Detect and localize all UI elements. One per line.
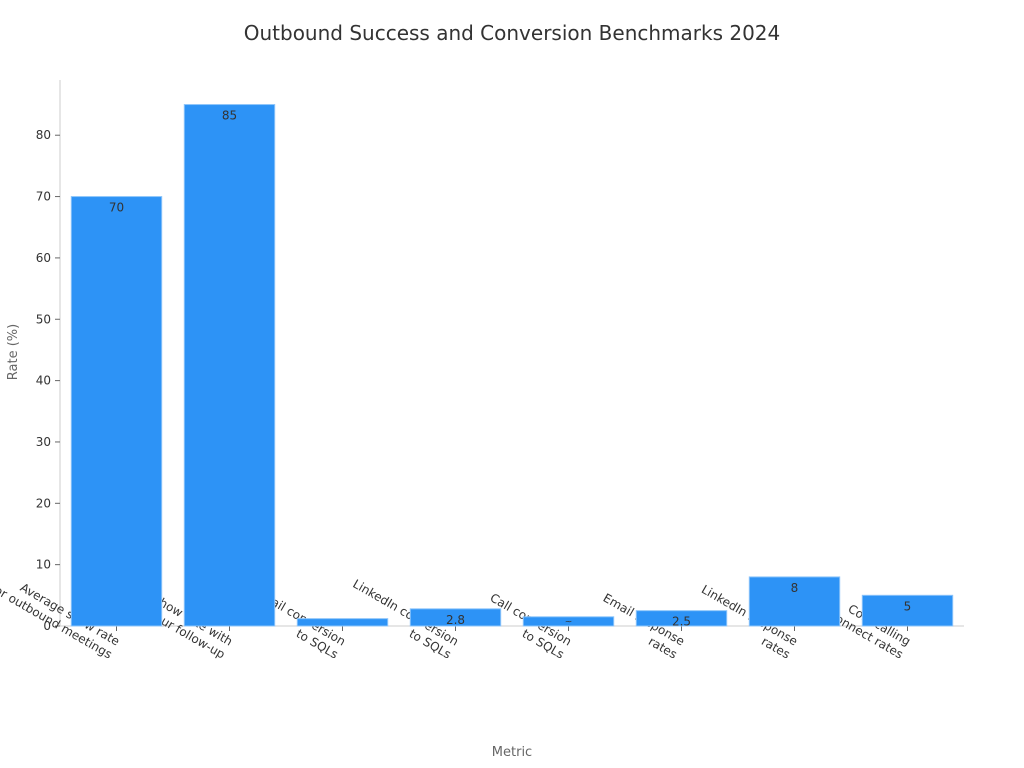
bars [70,104,954,627]
y-tick-label: 80 [36,128,51,142]
bar [183,104,276,627]
y-tick-label: 50 [36,312,51,326]
y-tick-label: 20 [36,496,51,510]
bar [409,608,502,627]
y-tick-label: 60 [36,251,51,265]
value-label: 2.8 [446,613,465,627]
chart-title: Outbound Success and Conversion Benchmar… [244,21,781,45]
bar [635,610,728,627]
y-tick-label: 30 [36,435,51,449]
value-label: ~ [565,617,573,627]
value-label: 5 [904,599,912,613]
value-label: 2.5 [672,615,691,629]
value-label: 85 [222,109,237,123]
y-tick-label: 40 [36,374,51,388]
y-axis-title: Rate (%) [6,324,21,380]
y-tick-label: 0 [43,619,51,633]
y-tick-label: 70 [36,190,51,204]
x-axis-title: Metric [492,745,532,760]
y-axis: 0 10 20 30 40 50 60 70 80 [36,80,61,633]
value-label: 8 [791,581,799,595]
value-label: 70 [109,201,124,215]
y-tick-label: 10 [36,558,51,572]
bar [296,618,389,627]
bar [861,594,954,627]
bar [748,576,841,627]
bar [522,616,615,627]
bar [70,196,163,627]
